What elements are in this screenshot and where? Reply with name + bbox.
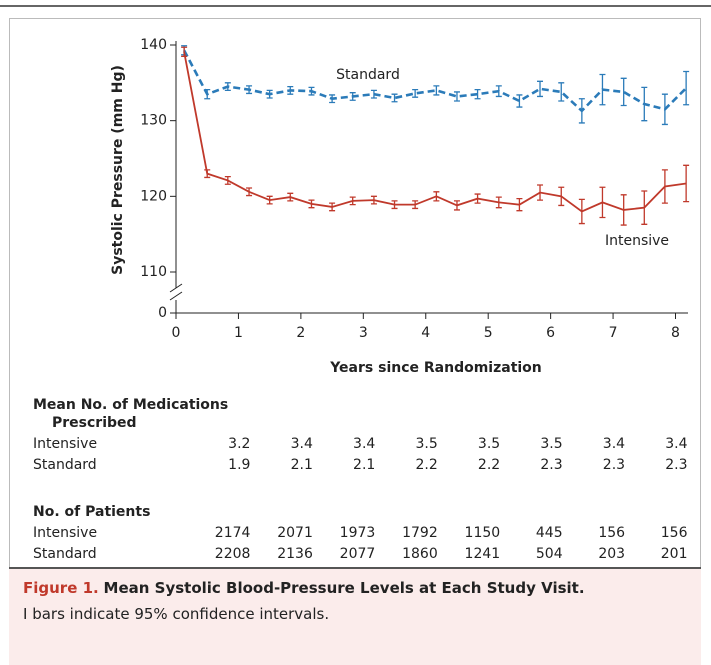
error-bar	[683, 164, 690, 203]
x-tick-label: 3	[359, 325, 368, 341]
table-cell: 3.5	[540, 436, 562, 452]
table-title: No. of Patients	[33, 504, 150, 520]
panel-border	[9, 18, 701, 567]
error-bar	[516, 94, 523, 108]
table-title: Mean No. of Medications	[33, 397, 228, 413]
table-cell: 3.5	[478, 436, 500, 452]
table-cell: 1150	[465, 525, 501, 541]
table-cell: 1860	[402, 546, 438, 562]
series-line	[183, 51, 687, 213]
error-bar	[537, 80, 544, 98]
row-label: Standard	[33, 457, 97, 473]
table-cell: 156	[598, 525, 625, 541]
axis-break	[169, 291, 183, 301]
table-cell: 1241	[465, 546, 501, 562]
series-label: Intensive	[605, 233, 669, 249]
error-bar	[433, 85, 440, 96]
table-cell: 1.9	[228, 457, 250, 473]
table-cell: 2.2	[478, 457, 500, 473]
table-cell: 1792	[402, 525, 438, 541]
y-tick-label: 120	[140, 188, 167, 204]
table-cell: 1973	[340, 525, 376, 541]
table-cell: 3.5	[415, 436, 437, 452]
table-cell: 3.4	[665, 436, 687, 452]
error-bar	[391, 93, 398, 103]
table-cell: 3.4	[291, 436, 313, 452]
y-axis-title: Systolic Pressure (mm Hg)	[110, 65, 126, 275]
table-cell: 3.4	[603, 436, 625, 452]
table-cell: 156	[661, 525, 688, 541]
axis-break	[169, 283, 183, 293]
table-cell: 2077	[340, 546, 376, 562]
error-bar	[412, 88, 419, 98]
x-tick-label: 5	[484, 325, 493, 341]
x-tick-label: 2	[296, 325, 305, 341]
table-cell: 2136	[277, 546, 313, 562]
table-cell: 2.2	[415, 457, 437, 473]
x-tick-label: 6	[546, 325, 555, 341]
table-cell: 2.1	[353, 457, 375, 473]
table-cell: 2071	[277, 525, 313, 541]
y-tick-label: 0	[158, 305, 167, 321]
caption-note: I bars indicate 95% confidence intervals…	[23, 605, 330, 623]
x-tick-label: 8	[671, 325, 680, 341]
series-line	[182, 49, 688, 113]
row-label: Intensive	[33, 525, 97, 541]
error-bar	[474, 88, 481, 100]
x-tick-label: 4	[421, 325, 430, 341]
x-tick-label: 0	[172, 325, 181, 341]
series-label: Standard	[336, 67, 400, 83]
table-cell: 2.3	[603, 457, 625, 473]
caption: Figure 1. Mean Systolic Blood-Pressure L…	[9, 567, 701, 665]
chart: Systolic Pressure (mm Hg) Years since Ra…	[0, 5, 711, 567]
y-tick-label: 110	[140, 264, 167, 280]
y-tick-label: 140	[140, 37, 167, 53]
table-title: Prescribed	[52, 415, 137, 431]
table-cell: 2208	[215, 546, 251, 562]
error-bar	[683, 70, 690, 106]
row-label: Standard	[33, 546, 97, 562]
row-label: Intensive	[33, 436, 97, 452]
table-cell: 201	[661, 546, 688, 562]
table-cell: 445	[536, 525, 563, 541]
table-cell: 2.3	[665, 457, 687, 473]
table-cell: 203	[598, 546, 625, 562]
table-cell: 2.1	[291, 457, 313, 473]
table-cell: 2174	[215, 525, 251, 541]
error-bar	[453, 91, 460, 102]
y-tick-label: 130	[140, 113, 167, 129]
table-cell: 3.2	[228, 436, 250, 452]
x-tick-label: 1	[234, 325, 243, 341]
table-cell: 3.4	[353, 436, 375, 452]
table-cell: 2.3	[540, 457, 562, 473]
caption-label: Figure 1.	[23, 579, 99, 597]
error-bar	[620, 77, 627, 107]
table-cell: 504	[536, 546, 563, 562]
caption-heading: Figure 1. Mean Systolic Blood-Pressure L…	[23, 579, 701, 597]
caption-title: Mean Systolic Blood-Pressure Levels at E…	[103, 579, 585, 597]
x-tick-label: 7	[609, 325, 618, 341]
x-axis-title: Years since Randomization	[329, 360, 542, 376]
error-bar	[558, 82, 565, 102]
